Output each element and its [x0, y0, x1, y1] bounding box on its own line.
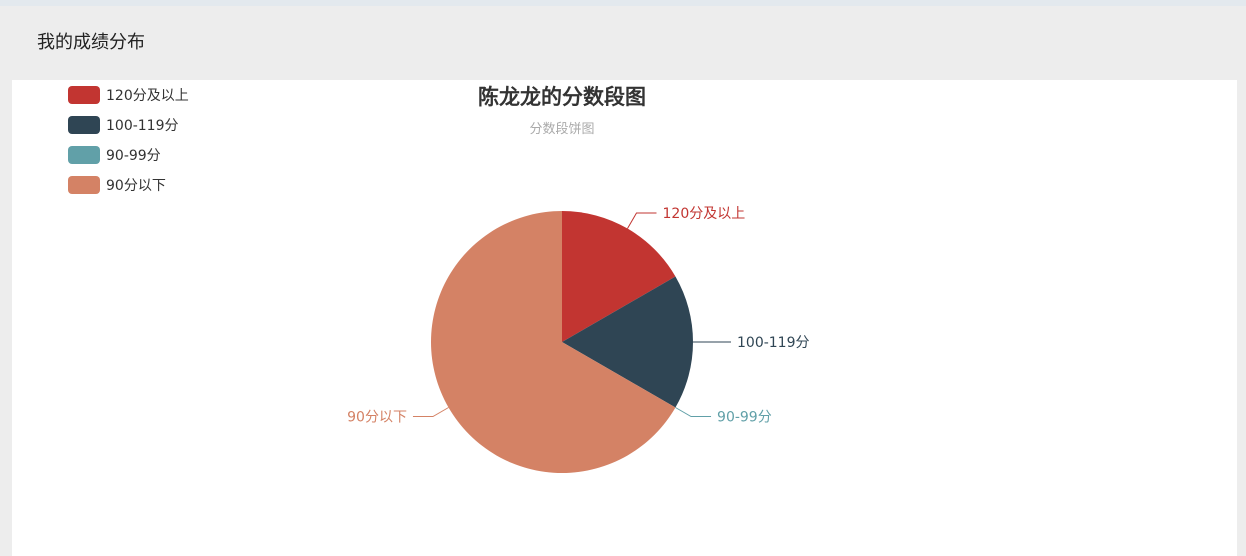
label-line — [627, 212, 657, 229]
pie-slice[interactable] — [562, 276, 693, 408]
legend-label: 100-119分 — [106, 118, 179, 134]
legend-label: 90-99分 — [106, 148, 161, 164]
pie-slice[interactable] — [562, 211, 676, 342]
legend-swatch — [68, 146, 100, 164]
legend-swatch — [68, 86, 100, 104]
legend-swatch — [68, 176, 100, 194]
label-line — [412, 407, 449, 417]
slice-label: 90-99分 — [717, 410, 772, 426]
label-line — [675, 407, 712, 417]
chart-legend: 120分及以上 100-119分 90-99分 90分以下 — [68, 86, 189, 194]
slice-label: 100-119分 — [737, 335, 810, 351]
pie-slices — [431, 211, 693, 473]
chart-subtitle: 分数段饼图 — [529, 122, 594, 137]
pie-labels: 120分及以上 100-119分 90-99分 90分以下 — [347, 206, 809, 426]
panel-header — [0, 6, 1246, 80]
legend-item[interactable]: 90分以下 — [68, 176, 166, 194]
chart-title: 陈龙龙的分数段图 — [478, 85, 646, 109]
legend-item[interactable]: 120分及以上 — [68, 86, 189, 104]
legend-label: 120分及以上 — [106, 88, 189, 104]
legend-item[interactable]: 100-119分 — [68, 116, 179, 134]
slice-label: 90分以下 — [347, 410, 407, 426]
top-strip — [0, 0, 1246, 6]
slice-label: 120分及以上 — [663, 206, 746, 222]
panel-title: 我的成绩分布 — [37, 32, 145, 53]
pie-slice[interactable] — [431, 211, 676, 473]
legend-label: 90分以下 — [106, 178, 166, 194]
legend-swatch — [68, 116, 100, 134]
legend-item[interactable]: 90-99分 — [68, 146, 161, 164]
